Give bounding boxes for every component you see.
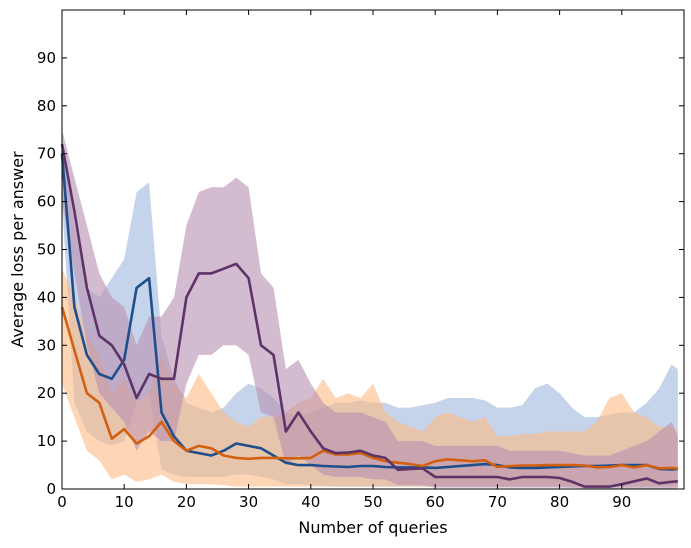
series-line-3 [60, 143, 678, 488]
x-tick-label: 60 [426, 493, 445, 511]
y-tick-label: 10 [37, 432, 56, 450]
y-tick-label: 40 [37, 288, 56, 306]
x-tick-label: 40 [301, 493, 320, 511]
x-tick-label: 30 [239, 493, 258, 511]
y-tick-label: 30 [37, 336, 56, 354]
x-tick-label: 90 [612, 493, 631, 511]
x-tick-label: 70 [488, 493, 507, 511]
y-tick-label: 60 [37, 193, 56, 211]
y-tick-label: 70 [37, 145, 56, 163]
y-tick-label: 80 [37, 97, 56, 115]
confidence-band-3 [62, 129, 678, 489]
x-axis-label: Number of queries [298, 518, 447, 537]
x-tick-label: 10 [115, 493, 134, 511]
y-tick-label: 0 [46, 480, 56, 498]
confidence-band-2 [62, 268, 678, 487]
x-axis-ticks: 0 10 20 30 40 50 60 70 80 90 [57, 10, 631, 511]
series-line-2 [60, 306, 678, 470]
y-tick-label: 20 [37, 384, 56, 402]
series-lines [60, 143, 678, 488]
x-tick-label: 20 [177, 493, 196, 511]
y-tick-label: 90 [37, 49, 56, 67]
y-tick-label: 50 [37, 241, 56, 259]
x-tick-label: 0 [57, 493, 67, 511]
x-tick-label: 50 [363, 493, 382, 511]
confidence-bands [62, 129, 678, 489]
y-axis-label: Average loss per answer [8, 151, 27, 348]
y-axis-ticks: 0 10 20 30 40 50 60 70 80 90 [37, 49, 684, 498]
x-tick-label: 80 [550, 493, 569, 511]
